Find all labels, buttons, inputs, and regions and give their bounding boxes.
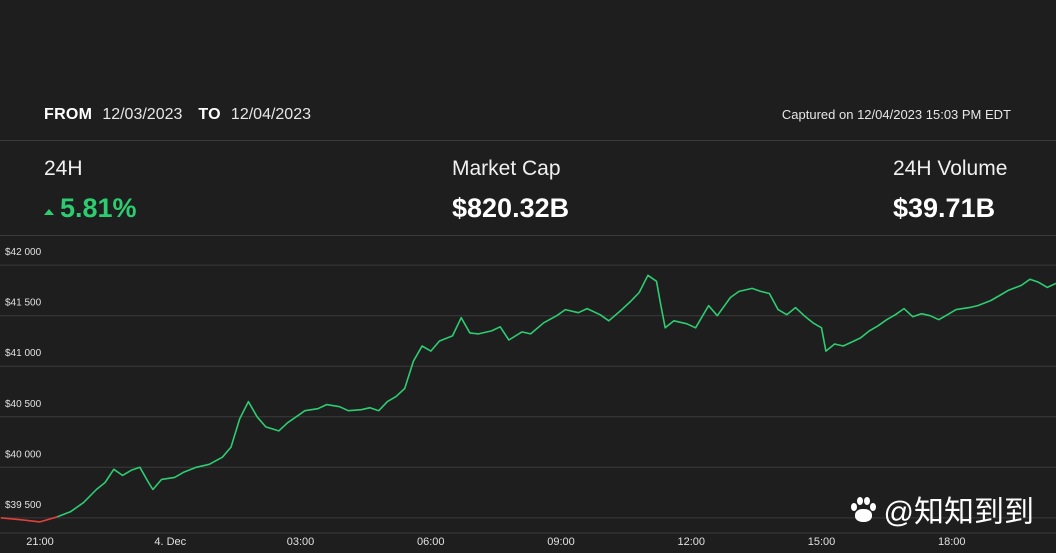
- x-tick-label: 18:00: [938, 536, 966, 548]
- market-cap-value: $820.32B: [452, 193, 570, 223]
- stats-row: 24H 5.81% Market Cap $820.32B 24H Volume…: [0, 141, 1056, 236]
- price-chart[interactable]: $42 000 $41 500 $41 000 $40 500 $40 000 $39 5…: [0, 236, 1056, 553]
- date-range-bar: FROM 12/03/2023 TO 12/04/2023 Captured o…: [0, 96, 1056, 141]
- change-label: 24H: [44, 157, 83, 180]
- x-tick-label: 06:00: [417, 536, 445, 548]
- y-tick-label: $41 500: [5, 298, 42, 309]
- x-tick-label: 09:00: [547, 536, 575, 548]
- change-stat: 24H 5.81%: [44, 157, 137, 224]
- volume-stat: 24H Volume $39.71B: [893, 157, 1007, 224]
- price-line: [57, 274, 1056, 518]
- watermark-text: @知知到到: [883, 496, 1034, 529]
- market-cap-label: Market Cap: [452, 157, 561, 180]
- paw-icon: [848, 494, 878, 524]
- change-value: 5.81%: [60, 193, 137, 223]
- captured-timestamp: Captured on 12/04/2023 15:03 PM EDT: [781, 107, 1011, 122]
- volume-value: $39.71B: [893, 193, 996, 223]
- x-tick-label: 03:00: [287, 536, 315, 548]
- from-date[interactable]: 12/03/2023: [102, 106, 183, 123]
- x-tick-label: 15:00: [808, 536, 836, 548]
- volume-label: 24H Volume: [893, 157, 1008, 180]
- market-cap-stat: Market Cap $820.32B: [452, 157, 569, 224]
- to-date[interactable]: 12/04/2023: [230, 106, 311, 123]
- y-tick-label: $41 000: [5, 348, 42, 359]
- y-tick-label: $40 000: [5, 449, 42, 460]
- watermark: @知知到到: [848, 487, 1034, 531]
- price-line-down-segment: [0, 516, 58, 523]
- change-value-row: 5.81%: [44, 193, 137, 224]
- to-label: TO: [198, 106, 221, 123]
- y-tick-label: $39 500: [5, 500, 42, 511]
- up-arrow-icon: [44, 208, 54, 215]
- x-tick-label: 12:00: [678, 536, 706, 548]
- from-label: FROM: [44, 106, 93, 123]
- y-tick-label: $42 000: [5, 247, 42, 258]
- x-tick-label: 21:00: [26, 536, 54, 548]
- x-tick-label: 4. Dec: [154, 536, 186, 548]
- y-tick-label: $40 500: [5, 399, 42, 410]
- date-range: FROM 12/03/2023 TO 12/04/2023: [44, 106, 317, 124]
